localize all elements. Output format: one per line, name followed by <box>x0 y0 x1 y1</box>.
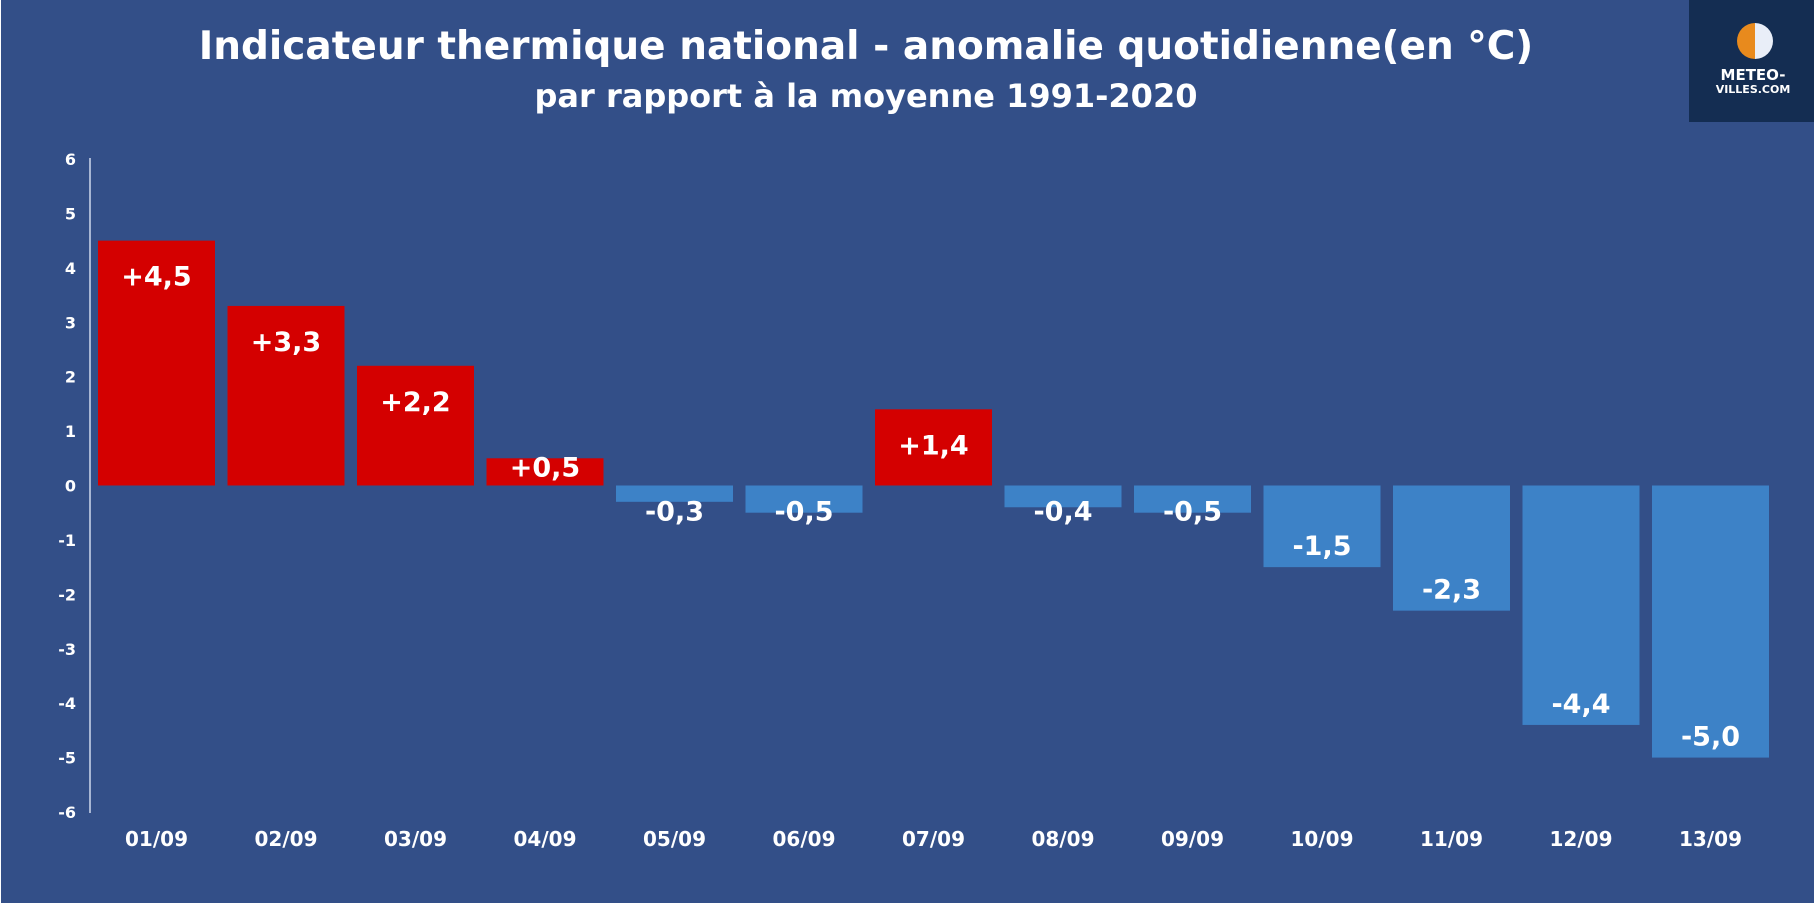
bar-03-09 <box>357 365 474 486</box>
data-label-11-09: -2,3 <box>1422 575 1481 606</box>
bar-02-09 <box>227 305 345 486</box>
logo-circle-left-half <box>1737 23 1755 59</box>
bar-01-09 <box>98 240 215 486</box>
x-tick-label: 03/09 <box>384 827 447 851</box>
data-label-04-09: +0,5 <box>510 452 580 483</box>
y-axis-ticks: 6 5 4 3 2 1 0 -1 -2 -3 -4 -5 -6 <box>58 150 76 822</box>
y-tick-label: 3 <box>65 313 76 332</box>
y-tick-label: -4 <box>58 694 76 713</box>
bar-11-09 <box>1393 485 1510 611</box>
y-tick-label: -2 <box>58 585 76 604</box>
y-tick-label: -1 <box>58 531 76 550</box>
data-label-01-09: +4,5 <box>121 262 191 293</box>
x-tick-label: 11/09 <box>1420 827 1483 851</box>
bar-10-09 <box>1263 485 1381 568</box>
chart-subtitle: par rapport à la moyenne 1991-2020 <box>534 77 1198 115</box>
logo-brand-name: METEO- <box>1720 66 1786 84</box>
data-label-05-09: -0,3 <box>645 497 704 528</box>
y-tick-label: 0 <box>65 477 76 496</box>
x-tick-label: 04/09 <box>514 827 577 851</box>
x-tick-label: 12/09 <box>1550 827 1613 851</box>
bar-08-09 <box>1004 485 1122 508</box>
x-tick-label: 05/09 <box>643 827 706 851</box>
data-label-13-09: -5,0 <box>1681 722 1740 753</box>
bar-05-09 <box>616 485 733 502</box>
bars-group <box>98 240 1769 758</box>
x-tick-label: 10/09 <box>1291 827 1354 851</box>
logo-text: METEO- VILLES.COM <box>1689 67 1814 96</box>
meteo-villes-logo: METEO- VILLES.COM <box>1689 0 1814 122</box>
y-tick-label: 6 <box>65 150 76 169</box>
title-block: Indicateur thermique national - anomalie… <box>181 20 1551 118</box>
data-label-06-09: -0,5 <box>774 497 833 528</box>
bar-06-09 <box>745 485 863 513</box>
bar-04-09 <box>486 458 604 486</box>
bar-12-09 <box>1522 485 1640 725</box>
y-tick-label: -6 <box>58 803 76 822</box>
bar-13-09 <box>1652 485 1769 758</box>
data-label-10-09: -1,5 <box>1292 531 1351 562</box>
data-label-09-09: -0,5 <box>1163 497 1222 528</box>
chart-title: Indicateur thermique national - anomalie… <box>198 24 1534 69</box>
x-tick-label: 07/09 <box>902 827 965 851</box>
y-tick-label: 1 <box>65 422 76 441</box>
x-tick-label: 01/09 <box>125 827 188 851</box>
x-tick-label: 02/09 <box>255 827 318 851</box>
bar-07-09 <box>875 409 992 486</box>
x-tick-label: 13/09 <box>1679 827 1742 851</box>
y-tick-label: 2 <box>65 368 76 387</box>
bar-09-09 <box>1134 485 1251 513</box>
x-tick-label: 09/09 <box>1161 827 1224 851</box>
x-tick-label: 08/09 <box>1032 827 1095 851</box>
y-tick-label: -5 <box>58 749 76 768</box>
data-label-07-09: +1,4 <box>898 430 968 461</box>
data-label-08-09: -0,4 <box>1033 497 1092 528</box>
data-label-03-09: +2,2 <box>380 387 450 418</box>
y-tick-label: -3 <box>58 640 76 659</box>
data-label-12-09: -4,4 <box>1551 689 1610 720</box>
x-axis-labels: 01/09 02/09 03/09 04/09 05/09 06/09 07/09 08/09… <box>125 827 1742 851</box>
x-tick-label: 06/09 <box>773 827 836 851</box>
logo-circle-icon <box>1737 23 1773 59</box>
logo-circle-right-half <box>1755 23 1773 59</box>
data-labels-group: +4,5 +3,3 +2,2 +0,5 -0,3 -0,5 +1,4 -0,4 -0,5 -1,5… <box>121 262 1740 753</box>
logo-brand-sub: VILLES.COM <box>1715 83 1791 96</box>
data-label-02-09: +3,3 <box>251 327 321 358</box>
y-tick-label: 5 <box>65 204 76 223</box>
y-tick-label: 4 <box>65 259 76 278</box>
